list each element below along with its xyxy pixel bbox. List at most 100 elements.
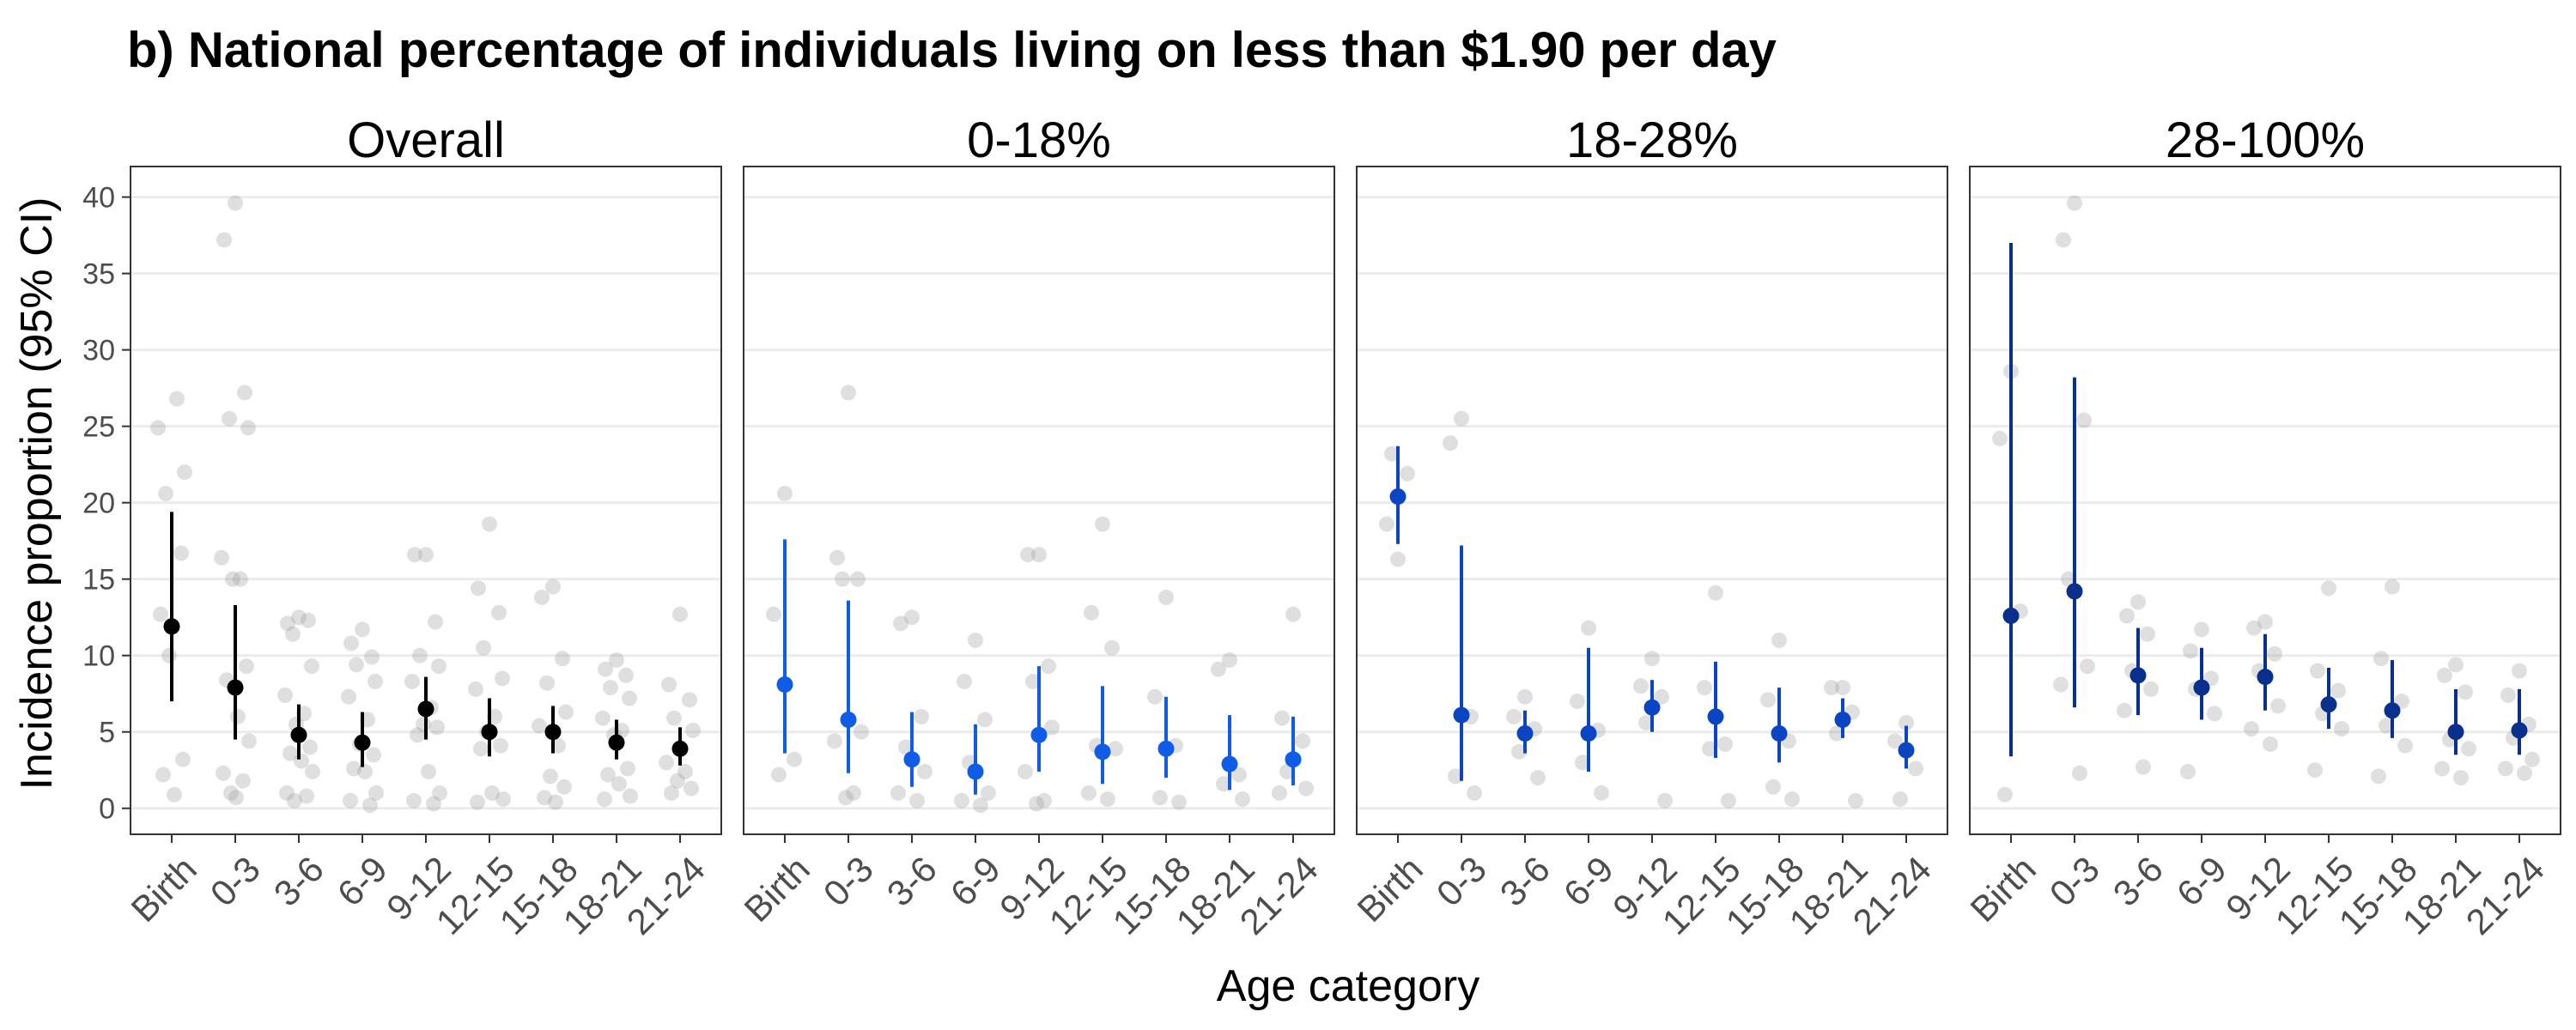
estimate-point xyxy=(776,676,793,694)
y-tick-label: 10 xyxy=(82,640,115,673)
raw-point xyxy=(362,797,378,814)
estimate-point xyxy=(1707,708,1724,725)
raw-point xyxy=(537,790,552,806)
raw-point xyxy=(2330,682,2346,699)
estimate-point xyxy=(1643,699,1661,716)
raw-point xyxy=(1633,678,1649,694)
raw-point xyxy=(214,549,229,566)
estimate-point xyxy=(2002,607,2020,624)
raw-point xyxy=(280,615,295,632)
raw-point xyxy=(1095,516,1110,532)
estimate-point xyxy=(967,763,984,780)
raw-point xyxy=(1020,547,1036,563)
raw-point xyxy=(890,785,906,801)
raw-point xyxy=(829,549,845,566)
raw-point xyxy=(2373,651,2389,667)
raw-point xyxy=(2067,195,2082,211)
raw-point xyxy=(1760,692,1776,708)
panel-label: 28-100% xyxy=(2166,112,2365,168)
y-tick-label: 0 xyxy=(99,793,115,826)
raw-point xyxy=(2080,658,2095,675)
raw-point xyxy=(305,764,320,780)
estimate-point xyxy=(354,734,371,751)
raw-point xyxy=(237,385,252,401)
raw-point xyxy=(2397,737,2413,754)
estimate-point xyxy=(1771,724,1788,742)
panel-label: 18-28% xyxy=(1566,112,1738,168)
raw-point xyxy=(1702,741,1717,757)
raw-point xyxy=(827,733,842,749)
raw-point xyxy=(666,710,682,726)
raw-point xyxy=(914,708,929,724)
raw-point xyxy=(1824,680,1839,696)
raw-point xyxy=(2140,626,2155,642)
raw-point xyxy=(1997,786,2013,803)
raw-point xyxy=(233,571,248,587)
raw-point xyxy=(841,385,856,401)
raw-point xyxy=(1530,770,1546,786)
estimate-point xyxy=(2384,702,2401,719)
raw-point xyxy=(1036,792,1052,809)
estimate-point xyxy=(1389,488,1406,506)
raw-point xyxy=(677,764,693,780)
raw-point xyxy=(1158,590,1174,606)
raw-point xyxy=(357,764,373,780)
raw-point xyxy=(2207,706,2222,722)
raw-point xyxy=(957,673,972,689)
raw-point xyxy=(228,790,244,806)
raw-point xyxy=(471,580,486,597)
estimate-point xyxy=(1157,740,1175,757)
raw-point xyxy=(491,604,507,621)
raw-point xyxy=(2263,736,2278,752)
raw-point xyxy=(2180,764,2196,780)
raw-point xyxy=(1108,741,1123,757)
raw-point xyxy=(169,391,185,407)
raw-point xyxy=(2434,760,2450,777)
raw-point xyxy=(611,776,627,792)
raw-point xyxy=(470,794,485,810)
raw-point xyxy=(1581,620,1596,636)
raw-point xyxy=(1222,652,1237,669)
raw-point xyxy=(2524,751,2540,767)
panel-4: 28-100%Birth0-33-66-99-1212-1515-1818-21… xyxy=(1963,112,2561,942)
raw-point xyxy=(1211,661,1226,677)
raw-point xyxy=(685,722,701,738)
estimate-point xyxy=(903,751,920,768)
raw-point xyxy=(277,687,293,703)
raw-point xyxy=(235,772,251,789)
estimate-point xyxy=(608,734,625,751)
raw-point xyxy=(1081,785,1097,801)
raw-point xyxy=(777,485,793,501)
raw-point xyxy=(150,420,166,436)
estimate-point xyxy=(1516,724,1534,742)
raw-point xyxy=(410,727,425,743)
raw-point xyxy=(161,647,177,663)
raw-point xyxy=(2076,412,2092,428)
raw-point xyxy=(1031,547,1047,563)
y-tick-label: 25 xyxy=(82,411,115,444)
raw-point xyxy=(428,614,443,630)
raw-point xyxy=(659,754,674,771)
raw-point xyxy=(1829,725,1844,742)
raw-point xyxy=(1029,796,1044,812)
estimate-point xyxy=(2511,722,2528,739)
raw-point xyxy=(1654,688,1669,705)
raw-point xyxy=(603,680,618,696)
raw-point xyxy=(177,464,192,481)
raw-point xyxy=(846,785,861,801)
raw-point xyxy=(2310,663,2325,679)
raw-point xyxy=(364,649,380,665)
raw-point xyxy=(1848,792,1863,809)
raw-point xyxy=(771,766,787,783)
raw-point xyxy=(1893,791,1908,808)
raw-point xyxy=(418,547,434,563)
raw-point xyxy=(2453,770,2469,786)
raw-point xyxy=(973,797,988,814)
raw-point xyxy=(222,410,237,427)
raw-point xyxy=(766,606,781,622)
raw-point xyxy=(2448,657,2464,673)
raw-point xyxy=(664,785,679,801)
raw-point xyxy=(2244,721,2259,737)
raw-point xyxy=(598,661,613,677)
raw-point xyxy=(850,571,866,587)
